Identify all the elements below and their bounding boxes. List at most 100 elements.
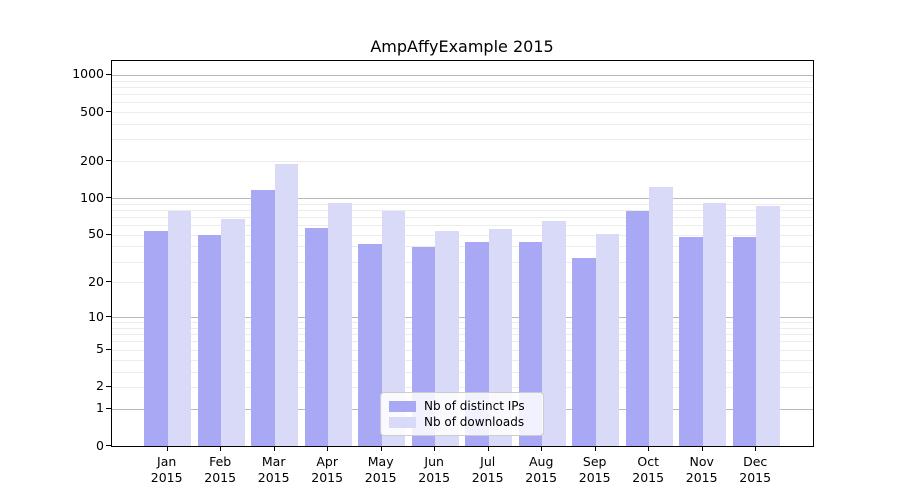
- y-tick-label-5: 5: [96, 340, 104, 356]
- legend: Nb of distinct IPs Nb of downloads: [380, 392, 544, 436]
- bar-downloads-oct: [649, 186, 673, 446]
- y-tick-500: [106, 111, 111, 113]
- x-tick-label-aug: Aug 2015: [513, 454, 569, 487]
- gridline-80: [112, 209, 813, 211]
- x-tick-month: Mar: [261, 454, 286, 469]
- x-tick-apr: [327, 446, 329, 451]
- y-tick-label-1: 1: [96, 400, 104, 415]
- legend-label-downloads: Nb of downloads: [424, 415, 525, 429]
- y-tick-1: [106, 407, 111, 409]
- y-tick-5: [106, 348, 111, 350]
- x-tick-label-jul: Jul 2015: [460, 454, 516, 487]
- bar-distinct-ips-jan: [144, 230, 168, 446]
- bar-distinct-ips-oct: [625, 211, 650, 446]
- x-tick-year: 2015: [525, 470, 558, 486]
- bar-downloads-jan: [167, 211, 192, 446]
- gridline-500: [112, 112, 813, 114]
- gridline-2: [112, 386, 813, 388]
- y-tick-2: [106, 385, 111, 387]
- x-tick-year: 2015: [204, 470, 237, 486]
- y-tick-label-0: 0: [96, 437, 104, 453]
- legend-item-downloads: Nb of downloads: [389, 414, 535, 430]
- x-tick-label-mar: Mar 2015: [246, 454, 302, 487]
- x-tick-month: Oct: [637, 454, 659, 469]
- x-tick-mar: [273, 446, 275, 451]
- bar-downloads-feb: [221, 219, 245, 446]
- x-tick-jan: [166, 446, 168, 451]
- x-tick-label-may: May 2015: [353, 454, 409, 487]
- x-tick-month: Sep: [582, 454, 607, 469]
- gridline-60: [112, 225, 813, 227]
- x-tick-label-apr: Apr 2015: [299, 454, 355, 487]
- gridline-800: [112, 86, 813, 88]
- y-tick-200: [106, 160, 111, 162]
- x-tick-year: 2015: [471, 470, 504, 486]
- x-tick-year: 2015: [364, 470, 397, 486]
- gridline-5: [112, 349, 813, 351]
- gridline-10: [112, 317, 813, 319]
- gridline-20: [112, 282, 813, 284]
- y-tick-1000: [106, 73, 111, 75]
- bar-distinct-ips-sep: [572, 258, 596, 446]
- y-tick-100: [106, 197, 111, 199]
- bar-downloads-jul: [488, 228, 513, 446]
- bar-distinct-ips-apr: [304, 227, 329, 446]
- gridline-600: [112, 102, 813, 104]
- x-tick-label-oct: Oct 2015: [620, 454, 676, 487]
- gridline-9: [112, 322, 813, 324]
- gridline-6: [112, 341, 813, 343]
- x-tick-month: Dec: [743, 454, 768, 469]
- x-tick-label-feb: Feb 2015: [192, 454, 248, 487]
- gridline-40: [112, 246, 813, 248]
- x-tick-sep: [594, 446, 596, 451]
- x-tick-jul: [487, 446, 489, 451]
- bar-downloads-dec: [756, 205, 780, 446]
- chart-title: AmpAffyExample 2015: [370, 37, 554, 56]
- gridline-70: [112, 216, 813, 218]
- gridline-8: [112, 327, 813, 329]
- y-tick-20: [106, 281, 111, 283]
- x-tick-year: 2015: [632, 470, 665, 486]
- bar-distinct-ips-mar: [251, 190, 275, 446]
- x-tick-year: 2015: [739, 470, 772, 486]
- legend-item-distinct-ips: Nb of distinct IPs: [389, 398, 535, 414]
- x-tick-may: [380, 446, 382, 451]
- bar-downloads-aug: [542, 220, 566, 446]
- x-tick-month: Nov: [689, 454, 714, 469]
- y-tick-label-200: 200: [80, 152, 104, 168]
- legend-label-distinct-ips: Nb of distinct IPs: [424, 399, 525, 413]
- bar-downloads-apr: [328, 202, 352, 446]
- y-tick-label-20: 20: [88, 273, 104, 289]
- bar-distinct-ips-nov: [679, 236, 703, 446]
- bar-downloads-nov: [702, 202, 727, 446]
- gridline-900: [112, 80, 813, 82]
- y-tick-label-50: 50: [88, 226, 104, 242]
- x-tick-year: 2015: [257, 470, 290, 486]
- gridline-1000: [112, 74, 813, 76]
- y-tick-10: [106, 316, 111, 318]
- y-tick-0: [106, 445, 111, 446]
- gridline-200: [112, 161, 813, 163]
- x-tick-month: Jan: [157, 454, 177, 469]
- bar-distinct-ips-dec: [732, 236, 757, 446]
- x-tick-month: May: [367, 454, 394, 469]
- bar-downloads-mar: [274, 163, 299, 446]
- y-tick-label-500: 500: [80, 103, 104, 119]
- gridline-4: [112, 359, 813, 361]
- x-tick-label-dec: Dec 2015: [727, 454, 783, 487]
- y-tick-50: [106, 233, 111, 235]
- x-tick-year: 2015: [418, 470, 451, 486]
- x-tick-year: 2015: [311, 470, 344, 486]
- bar-downloads-sep: [595, 233, 620, 446]
- y-tick-label-2: 2: [96, 378, 104, 394]
- y-tick-label-1000: 1000: [72, 66, 104, 82]
- x-tick-feb: [220, 446, 222, 451]
- gridline-7: [112, 334, 813, 336]
- gridline-300: [112, 139, 813, 141]
- x-tick-dec: [755, 446, 757, 451]
- legend-swatch-distinct-ips: [389, 400, 416, 412]
- x-tick-year: 2015: [578, 470, 611, 486]
- x-tick-label-jun: Jun 2015: [406, 454, 462, 487]
- bar-distinct-ips-may: [358, 243, 382, 446]
- x-tick-month: Jun: [424, 454, 444, 469]
